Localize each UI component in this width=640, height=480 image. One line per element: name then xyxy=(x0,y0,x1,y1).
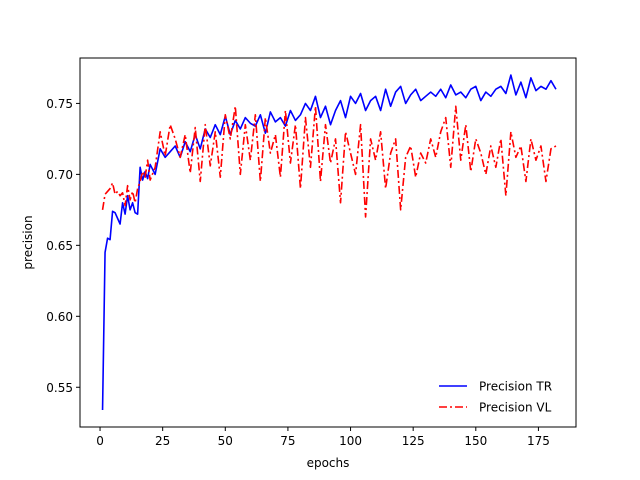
y-tick-label: 0.55 xyxy=(46,381,73,395)
legend: Precision TR Precision VL xyxy=(439,380,552,415)
legend-label-precision-tr: Precision TR xyxy=(479,380,552,394)
series-layer xyxy=(101,74,557,410)
series-line-precision-vl xyxy=(101,105,557,218)
plot-frame xyxy=(79,57,577,428)
y-axis-label: precision xyxy=(21,215,35,269)
x-tick-label: 25 xyxy=(155,434,170,448)
series-line-precision-tr xyxy=(101,74,557,410)
x-tick-label: 125 xyxy=(402,434,425,448)
y-tick-label: 0.70 xyxy=(46,168,73,182)
x-tick-label: 50 xyxy=(218,434,233,448)
x-tick-label: 100 xyxy=(339,434,362,448)
x-axis-label: epochs xyxy=(307,456,350,470)
y-tick-label: 0.75 xyxy=(46,97,73,111)
y-tick-label: 0.60 xyxy=(46,310,73,324)
x-tick-label: 75 xyxy=(280,434,295,448)
x-tick-label: 175 xyxy=(527,434,550,448)
x-tick-label: 0 xyxy=(96,434,104,448)
y-axis: 0.55 0.60 0.65 0.70 0.75 xyxy=(46,97,80,395)
legend-label-precision-vl: Precision VL xyxy=(479,401,552,415)
x-tick-label: 150 xyxy=(464,434,487,448)
x-axis: 0 25 50 75 100 125 150 175 xyxy=(96,427,550,448)
y-tick-label: 0.65 xyxy=(46,239,73,253)
